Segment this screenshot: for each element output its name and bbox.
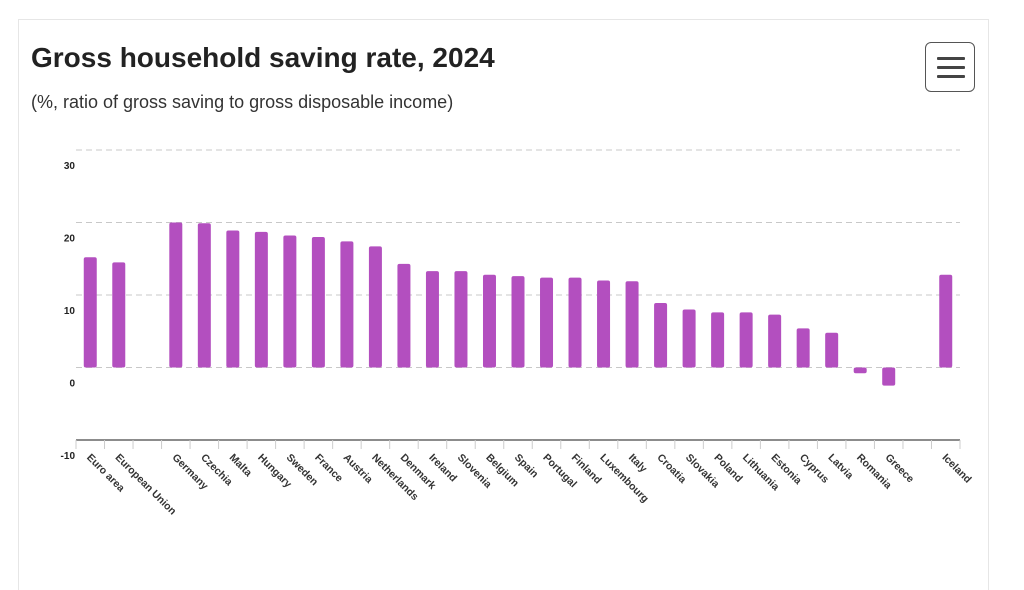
- bar: [425, 271, 439, 368]
- chart-subtitle: (%, ratio of gross saving to gross dispo…: [31, 92, 454, 112]
- bar: [83, 257, 97, 368]
- bar: [169, 222, 183, 368]
- bar: [939, 274, 953, 368]
- x-tick-label: Austria: [341, 452, 375, 486]
- bar: [796, 328, 810, 368]
- bar: [226, 230, 240, 368]
- hamburger-menu-icon[interactable]: [925, 42, 975, 92]
- bar: [197, 223, 211, 368]
- bar: [511, 276, 525, 368]
- bar: [283, 235, 297, 368]
- bar: [482, 274, 496, 368]
- bar: [625, 281, 639, 368]
- bar: [682, 309, 696, 368]
- bar: [568, 277, 582, 368]
- y-tick-label: 20: [64, 234, 76, 245]
- bar: [112, 262, 126, 368]
- x-tick-label: Italy: [626, 452, 649, 475]
- bar: [540, 277, 554, 368]
- bar: [711, 312, 725, 368]
- bar: [768, 314, 782, 368]
- chart-title: Gross household saving rate, 2024: [31, 42, 495, 73]
- bar: [454, 271, 468, 368]
- bar: [368, 246, 382, 368]
- x-tick-label: Croatia: [654, 452, 688, 486]
- bar: [882, 367, 896, 386]
- x-tick-label: Iceland: [940, 452, 974, 486]
- bar: [340, 241, 354, 368]
- bar: [597, 280, 611, 368]
- bar: [825, 332, 839, 368]
- bar: [311, 237, 325, 368]
- bar: [654, 302, 668, 368]
- y-tick-label: 0: [69, 379, 75, 390]
- y-tick-label: 10: [64, 306, 76, 317]
- bar: [853, 367, 867, 374]
- x-tick-label: Cyprus: [797, 452, 831, 486]
- bar: [254, 231, 268, 368]
- bar: [739, 312, 753, 368]
- y-tick-label: -10: [61, 451, 76, 462]
- bar: [397, 263, 411, 368]
- y-tick-label: 30: [64, 161, 76, 172]
